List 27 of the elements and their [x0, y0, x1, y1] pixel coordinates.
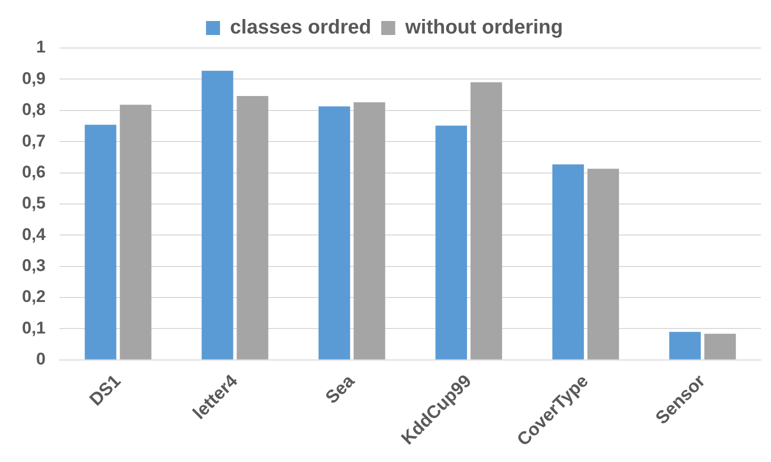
y-tick-label: 0,4	[22, 224, 46, 244]
y-tick-label: 0,1	[22, 318, 46, 338]
bar	[470, 82, 502, 360]
y-tick-label: 0,5	[22, 194, 46, 213]
x-tick-label: DS1	[86, 370, 124, 410]
y-tick-label: 0,2	[22, 287, 46, 306]
y-tick-label: 0,9	[22, 68, 46, 88]
bar	[354, 102, 386, 360]
x-tick-label: Sea	[321, 370, 359, 408]
y-tick-label: 0,8	[22, 100, 46, 120]
bar	[669, 332, 701, 360]
bar	[552, 164, 584, 360]
y-tick-label: 0,7	[22, 131, 46, 150]
bar	[704, 334, 736, 360]
y-tick-label: 1	[36, 38, 46, 57]
legend-label: without ordering	[404, 16, 563, 39]
bar	[435, 126, 468, 360]
y-tick-label: 0	[36, 350, 46, 369]
y-tick-label: 0,3	[22, 256, 46, 276]
y-tick-label: 0,6	[22, 162, 46, 182]
bar	[202, 70, 234, 360]
bar	[236, 96, 268, 360]
legend-label: classes ordred	[230, 16, 372, 39]
bar	[318, 106, 350, 360]
bar	[587, 168, 619, 360]
bar	[84, 124, 116, 360]
bar	[120, 104, 152, 360]
